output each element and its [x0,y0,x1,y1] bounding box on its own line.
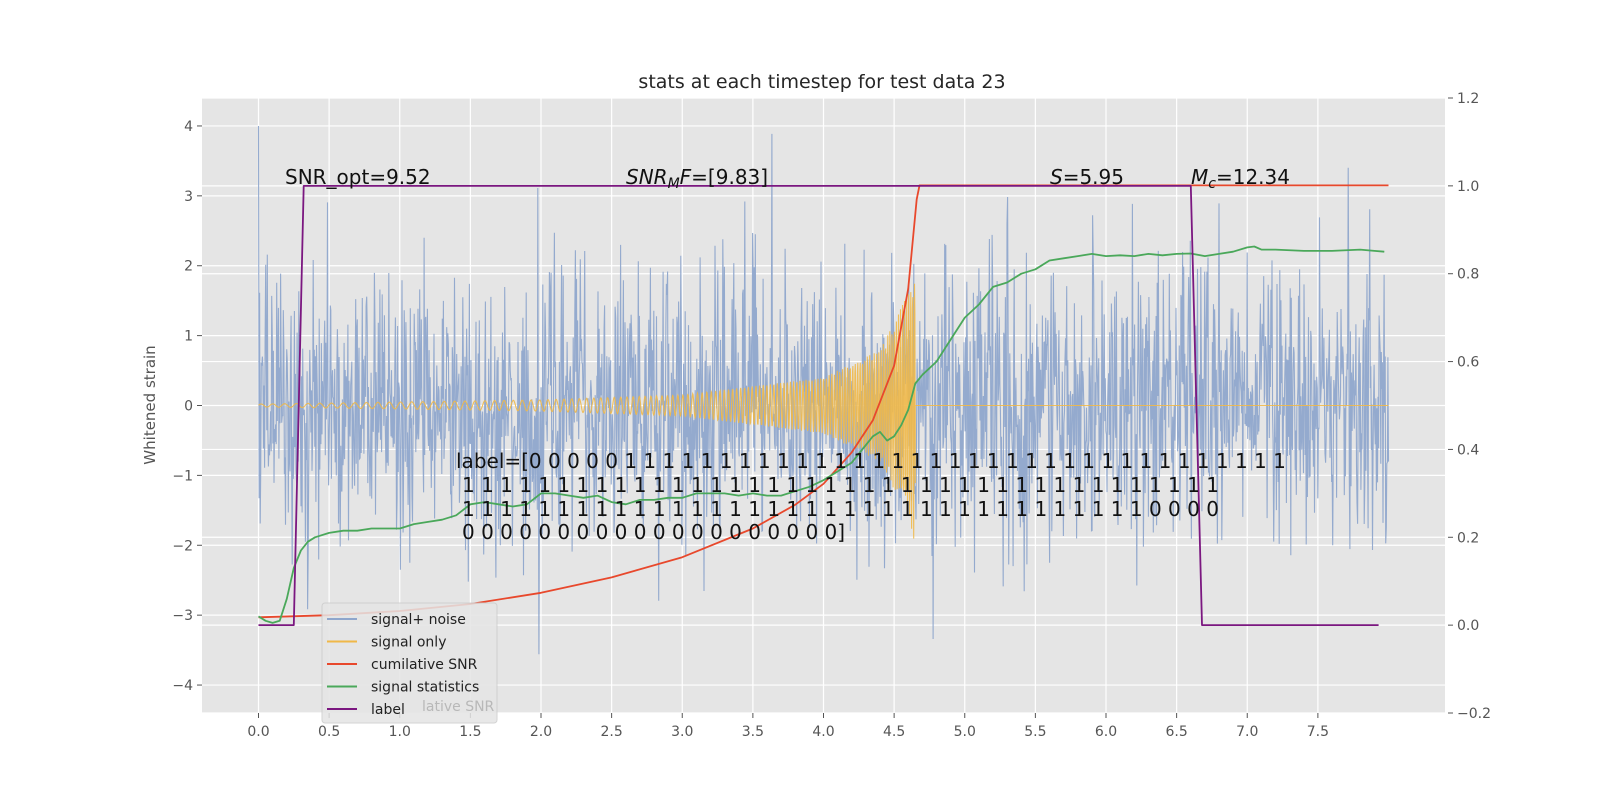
x-axis: 0.0 0.5 1.0 1.5 2.0 2.5 3.0 3.5 4.0 4.5 5.0 5.5 6.0 6… [247,713,1329,740]
x-tick-label: 6.5 [1165,724,1187,740]
annotation-snr-mf-sym: SNR [626,165,668,189]
legend: lative SNR signal+ noise signal only cumila… [321,602,498,724]
annotation-label-line3: 1 1 1 1 1 1 1 1 1 1 1 1 1 1 1 1 1 1 1 1 … [462,497,1219,521]
legend-entry: label [371,702,405,718]
annotation-mc-val: =12.34 [1216,165,1290,189]
y-tick-label: −2 [172,538,193,554]
y-tick-label: 2 [184,259,193,275]
y2-tick-label: 0.4 [1457,442,1479,458]
y2-tick-label: 0.0 [1457,618,1479,634]
legend-overlap-text: lative SNR [422,699,495,715]
y2-tick-label: 1.2 [1457,91,1479,107]
annotation-mc-sym: M [1191,165,1208,189]
series-signal-statistics-line [258,245,1385,624]
legend-entry: signal only [371,635,446,651]
x-tick-label: 5.0 [954,724,976,740]
chart-title: stats at each timestep for test data 23 [638,71,1005,93]
series-signal-only-line [258,283,1389,539]
y-tick-label: −3 [172,608,193,624]
y-tick-label: 4 [184,119,193,135]
y-axis-right: −0.2 0.0 0.2 0.4 0.6 0.8 1.0 1.2 [1448,91,1491,722]
annotation-snr-mf: SNRMF=[9.83] [626,165,768,192]
y-tick-label: −4 [172,678,193,694]
x-tick-label: 0.0 [247,724,269,740]
annotation-snr-mf-f: F [680,165,692,189]
annotation-mc-sub: c [1208,176,1216,192]
x-tick-label: 3.5 [742,724,764,740]
x-tick-label: 6.0 [1095,724,1117,740]
x-tick-label: 7.5 [1307,724,1329,740]
x-tick-label: 2.5 [600,724,622,740]
legend-entry: signal statistics [371,680,479,696]
x-tick-label: 4.0 [812,724,834,740]
annotation-s-sym: S [1050,165,1063,189]
annotation-s: S=5.95 [1050,165,1124,189]
annotation-label-line4: 0 0 0 0 0 0 0 0 0 0 0 0 0 0 0 0 0 0 0 0] [462,520,845,544]
annotation-s-val: =5.95 [1063,165,1124,189]
x-tick-label: 0.5 [318,724,340,740]
legend-entry: cumilative SNR [371,657,478,673]
y2-tick-label: −0.2 [1457,706,1491,722]
y2-tick-label: 0.2 [1457,530,1479,546]
y-tick-label: −1 [172,468,193,484]
x-tick-label: 2.0 [530,724,552,740]
series-label-line [258,185,1379,626]
x-tick-label: 7.0 [1236,724,1258,740]
y-tick-label: 3 [184,189,193,205]
y2-tick-label: 0.6 [1457,355,1479,371]
annotation-snr-mf-sub: M [668,176,680,192]
series-signal-noise-line [257,125,1390,655]
annotation-layer: SNR_opt=9.52 SNRMF=[9.83] S=5.95 Mc=12.34la… [285,165,1290,544]
x-tick-label: 5.5 [1024,724,1046,740]
annotation-mc: Mc=12.34 [1191,165,1290,192]
annotation-label-line1: label=[0 0 0 0 0 1 1 1 1 1 1 1 1 1 1 1 1… [456,449,1286,473]
x-tick-label: 3.0 [671,724,693,740]
x-tick-label: 1.0 [389,724,411,740]
y-axis-left: −4 −3 −2 −1 0 1 2 3 4 [172,119,202,694]
x-tick-label: 4.5 [883,724,905,740]
annotation-label-line2: 1 1 1 1 1 1 1 1 1 1 1 1 1 1 1 1 1 1 1 1 … [462,473,1219,497]
legend-entry: signal+ noise [371,612,466,628]
legend-box [321,602,498,724]
y-tick-label: 1 [184,329,193,345]
y-tick-label: 0 [184,399,193,415]
annotation-snr-mf-val: =[9.83] [691,165,768,189]
y-axis-label: Whitened strain [141,345,159,464]
x-tick-label: 1.5 [459,724,481,740]
annotation-snr-opt: SNR_opt=9.52 [285,165,431,189]
y2-tick-label: 0.8 [1457,267,1479,283]
y2-tick-label: 1.0 [1457,179,1479,195]
